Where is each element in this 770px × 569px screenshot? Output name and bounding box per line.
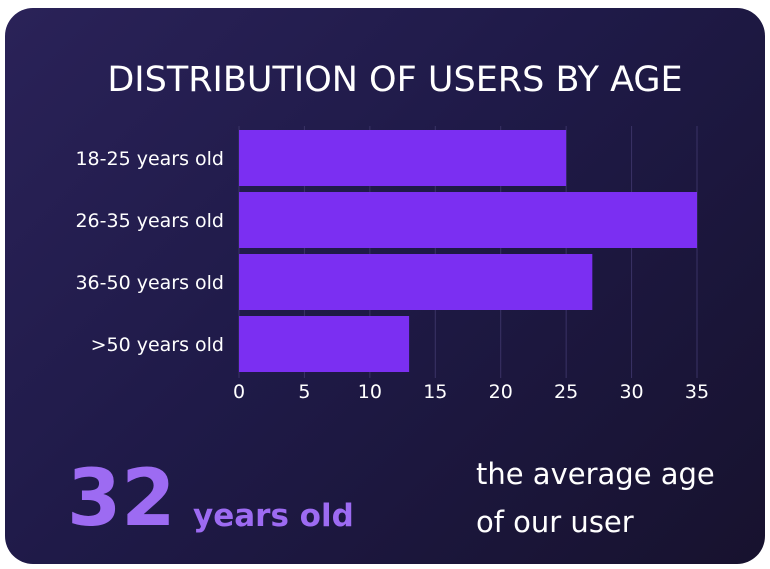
category-label: 36-50 years old <box>75 272 224 294</box>
average-age-caption: the average age of our user <box>476 450 756 546</box>
chart-card: DISTRIBUTION OF USERS BY AGE 18-25 years… <box>5 8 765 564</box>
x-tick-label: 25 <box>554 381 578 403</box>
average-age-value: 32 <box>67 454 176 544</box>
x-tick-label: 0 <box>233 381 245 403</box>
bar <box>239 192 697 248</box>
category-label: 26-35 years old <box>75 210 224 232</box>
bar <box>239 254 593 310</box>
x-tick-label: 10 <box>358 381 382 403</box>
bar <box>239 130 567 186</box>
x-tick-label: 20 <box>489 381 513 403</box>
bar <box>239 316 410 372</box>
category-label: >50 years old <box>91 334 224 356</box>
average-age-unit: years old <box>193 498 354 534</box>
bar-chart: 18-25 years old 26-35 years old 36-50 year… <box>75 126 709 403</box>
caption-line-1: the average age <box>476 457 715 491</box>
category-label: 18-25 years old <box>75 148 224 170</box>
x-tick-label: 30 <box>619 381 643 403</box>
chart-title: DISTRIBUTION OF USERS BY AGE <box>107 60 683 100</box>
x-tick-label: 35 <box>685 381 709 403</box>
x-tick-label: 15 <box>423 381 447 403</box>
x-tick-label: 5 <box>298 381 310 403</box>
caption-line-2: of our user <box>476 505 634 539</box>
